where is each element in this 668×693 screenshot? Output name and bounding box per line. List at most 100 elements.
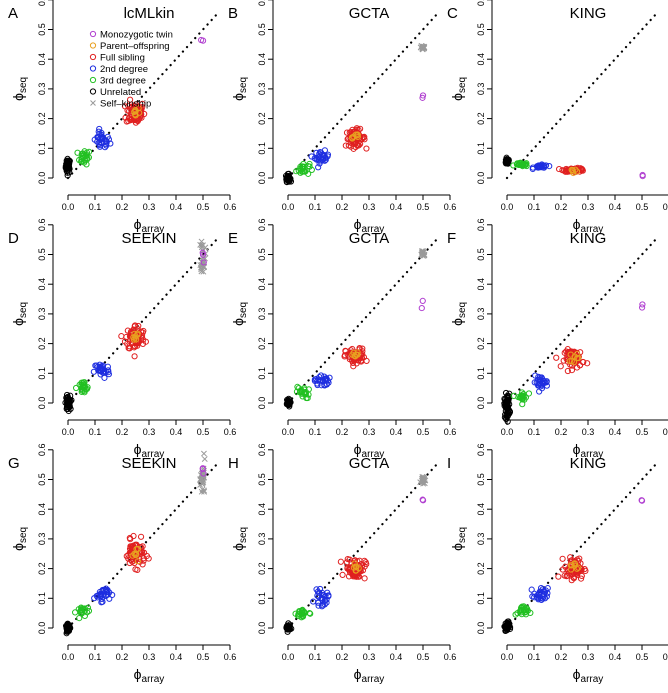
y-tick-label: 0.4 xyxy=(37,503,47,516)
panel-letter: C xyxy=(447,5,458,22)
x-axis-label-sub: array xyxy=(142,224,165,235)
point-un xyxy=(64,624,71,632)
point-d3 xyxy=(307,610,314,617)
x-axis-label: ϕarray xyxy=(573,216,604,235)
point-fs xyxy=(346,565,353,572)
point-fs xyxy=(140,557,147,564)
y-axis-label-main: ϕ xyxy=(230,93,246,101)
point-mz xyxy=(199,465,206,472)
y-tick-label: 0.0 xyxy=(257,172,267,185)
point-fs xyxy=(131,353,138,360)
y-tick-label: 0.6 xyxy=(257,0,267,6)
x-tick-label: 0.1 xyxy=(309,652,322,662)
point-fs xyxy=(122,114,129,121)
point-fs xyxy=(578,565,585,573)
point-fs xyxy=(353,360,360,367)
point-d2 xyxy=(311,155,318,162)
panel-title: GCTA xyxy=(349,455,390,472)
point-d2 xyxy=(541,595,549,602)
point-fs xyxy=(579,358,586,366)
y-tick-label: 0.6 xyxy=(37,219,47,232)
point-self xyxy=(200,242,206,249)
point-d3 xyxy=(519,395,526,402)
point-d3 xyxy=(74,149,81,156)
x-tick-label: 0.0 xyxy=(501,427,514,437)
panel-letter: G xyxy=(8,455,20,472)
y-axis-label-sub: seq xyxy=(457,77,468,93)
y-axis-label: ϕseq xyxy=(10,77,29,101)
point-po xyxy=(132,108,139,115)
x-tick-label: 0.2 xyxy=(555,202,568,212)
point-po xyxy=(571,560,579,568)
y-axis-label: ϕseq xyxy=(449,77,468,101)
point-d2 xyxy=(540,377,548,385)
point-self xyxy=(199,480,206,486)
point-d2 xyxy=(311,376,319,383)
point-fs xyxy=(361,575,368,582)
point-d3 xyxy=(81,159,88,166)
y-tick-label: 0.5 xyxy=(37,473,47,486)
point-self xyxy=(200,268,207,275)
x-tick-label: 0.0 xyxy=(282,652,295,662)
y-tick-label: 0.1 xyxy=(257,592,267,605)
point-d3 xyxy=(80,381,87,388)
point-po xyxy=(351,560,358,567)
x-axis-label-main: ϕ xyxy=(354,441,362,457)
point-d2 xyxy=(315,164,322,171)
y-tick-label: 0.2 xyxy=(257,337,267,350)
point-mz xyxy=(418,304,425,312)
y-axis-label-main: ϕ xyxy=(10,318,26,326)
point-po xyxy=(134,558,141,565)
point-d2 xyxy=(543,382,550,389)
point-d3 xyxy=(81,148,88,155)
y-tick-label: 0.6 xyxy=(476,444,486,457)
x-axis-label-main: ϕ xyxy=(354,216,362,232)
legend-marker xyxy=(89,76,97,84)
point-d3 xyxy=(73,384,80,392)
y-tick-label: 0.5 xyxy=(257,23,267,36)
point-mz xyxy=(419,94,426,101)
panel-letter: B xyxy=(228,5,238,22)
legend-marker xyxy=(89,42,97,49)
legend-label: Parent–offspring xyxy=(100,41,170,52)
point-fs xyxy=(559,555,566,562)
point-self xyxy=(201,456,208,463)
identity-line xyxy=(286,238,438,405)
y-tick-label: 0.6 xyxy=(37,0,47,6)
x-tick-label: 0.5 xyxy=(636,652,649,662)
point-mz xyxy=(419,92,427,99)
x-tick-label: 0.0 xyxy=(501,202,514,212)
x-tick-label: 0.5 xyxy=(636,427,649,437)
point-d3 xyxy=(301,168,308,175)
x-tick-label: 0.5 xyxy=(417,202,430,212)
x-tick-label: 0.0 xyxy=(62,427,75,437)
x-tick-label: 0.6 xyxy=(663,427,668,437)
panel-letter: D xyxy=(8,230,19,247)
y-axis-label-sub: seq xyxy=(238,302,249,318)
panel-title: SEEKIN xyxy=(121,455,176,472)
point-fs xyxy=(350,357,357,364)
y-tick-label: 0.1 xyxy=(476,592,486,605)
y-tick-label: 0.5 xyxy=(257,473,267,486)
y-tick-label: 0.3 xyxy=(257,308,267,321)
point-d2 xyxy=(96,139,103,146)
point-fs xyxy=(140,327,147,335)
y-tick-label: 0.2 xyxy=(476,337,486,350)
y-tick-label: 0.5 xyxy=(37,248,47,261)
point-fs xyxy=(564,567,572,574)
point-fs xyxy=(584,360,591,367)
y-tick-label: 0.3 xyxy=(476,308,486,321)
x-tick-label: 0.5 xyxy=(197,652,210,662)
point-d2 xyxy=(91,136,98,143)
point-d3 xyxy=(519,389,526,396)
y-tick-label: 0.5 xyxy=(476,473,486,486)
legend-label: Unrelated xyxy=(100,87,141,98)
x-tick-label: 0.2 xyxy=(336,427,349,437)
y-tick-label: 0.3 xyxy=(37,533,47,546)
identity-line xyxy=(66,238,218,405)
y-tick-label: 0.2 xyxy=(257,562,267,575)
x-axis-label: ϕarray xyxy=(134,441,165,460)
x-tick-label: 0.6 xyxy=(224,427,237,437)
point-d3 xyxy=(295,167,302,174)
y-axis-label-main: ϕ xyxy=(230,543,246,551)
